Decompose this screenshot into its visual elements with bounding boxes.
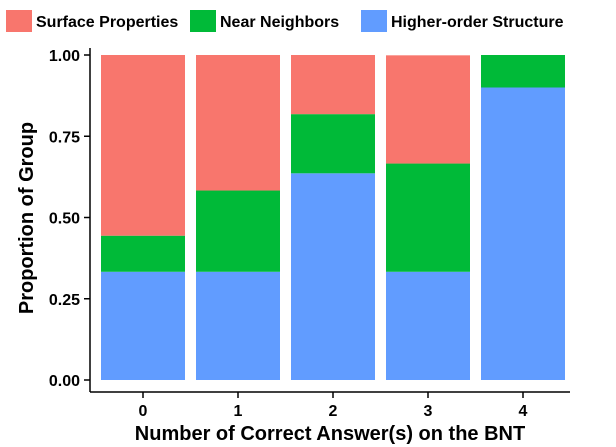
x-axis-title: Number of Correct Answer(s) on the BNT <box>135 423 525 445</box>
x-tick-label: 3 <box>424 403 433 420</box>
legend-swatch-higher-order-structure <box>361 10 387 32</box>
bar-segment-higher-order-structure-cat-2 <box>291 173 375 380</box>
y-ticks: 0.00 0.25 0.50 0.75 1.00 <box>49 48 90 390</box>
x-ticks: 0 1 2 3 4 <box>139 392 528 420</box>
legend-swatch-near-neighbors <box>190 10 216 32</box>
bar-segment-surface-properties-cat-3 <box>386 55 470 164</box>
bar-segment-near-neighbors-cat-3 <box>386 163 470 272</box>
legend-label-surface-properties: Surface Properties <box>36 14 178 31</box>
legend-swatch-surface-properties <box>6 10 32 32</box>
bar-segment-near-neighbors-cat-0 <box>101 235 185 272</box>
x-tick-label: 4 <box>519 403 528 420</box>
y-tick-label: 0.00 <box>49 373 80 390</box>
y-tick-label: 0.50 <box>49 211 80 228</box>
bar-segment-near-neighbors-cat-2 <box>291 114 375 174</box>
bar-segment-surface-properties-cat-2 <box>291 55 375 115</box>
bar-segment-higher-order-structure-cat-0 <box>101 271 185 380</box>
legend-label-near-neighbors: Near Neighbors <box>220 14 339 31</box>
legend: Surface Properties Near Neighbors Higher… <box>6 10 564 32</box>
x-tick-label: 0 <box>139 403 148 420</box>
y-tick-label: 1.00 <box>49 48 80 65</box>
bar-segment-surface-properties-cat-1 <box>196 55 280 191</box>
x-tick-label: 1 <box>234 403 243 420</box>
bar-segment-higher-order-structure-cat-1 <box>196 271 280 380</box>
x-tick-label: 2 <box>329 403 338 420</box>
bar-segment-near-neighbors-cat-4 <box>481 55 565 88</box>
bar-segment-surface-properties-cat-0 <box>101 55 185 236</box>
bar-segment-higher-order-structure-cat-4 <box>481 87 565 380</box>
bars <box>101 55 565 380</box>
y-axis-title: Proportion of Group <box>16 122 38 314</box>
bar-segment-near-neighbors-cat-1 <box>196 190 280 272</box>
legend-label-higher-order-structure: Higher-order Structure <box>391 14 564 31</box>
bar-segment-higher-order-structure-cat-3 <box>386 271 470 380</box>
y-tick-label: 0.75 <box>49 129 80 146</box>
y-tick-label: 0.25 <box>49 292 80 309</box>
